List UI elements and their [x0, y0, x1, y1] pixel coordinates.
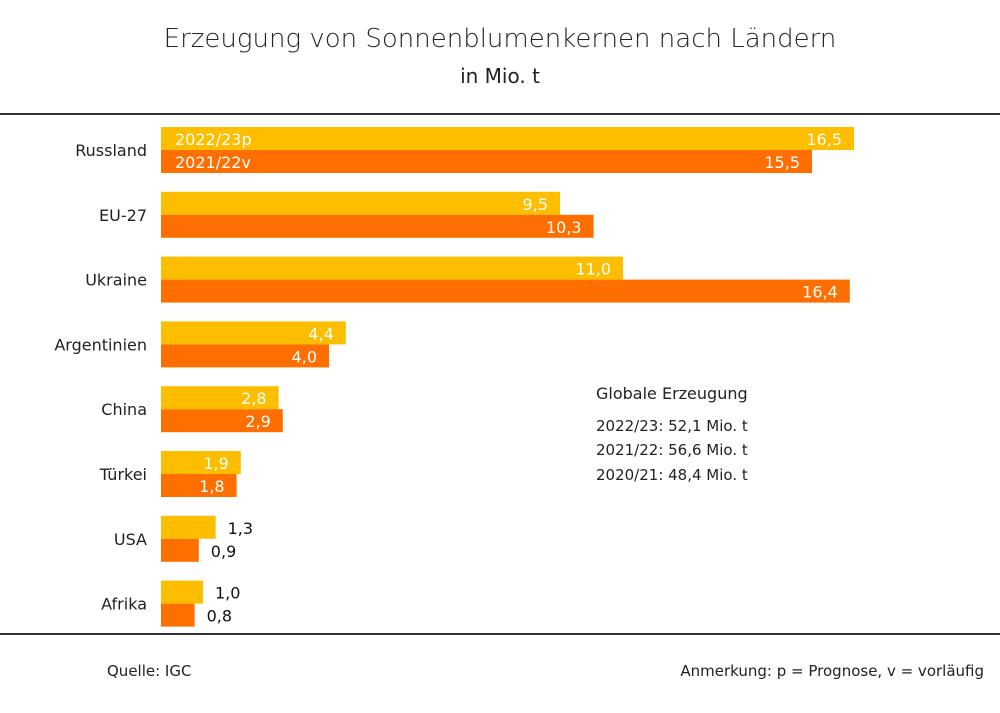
bottom-rule	[0, 633, 1000, 635]
bar	[161, 214, 594, 238]
category-label: USA	[114, 530, 147, 549]
data-label: 15,5	[764, 153, 800, 172]
data-label: 11,0	[575, 260, 611, 279]
data-label: 4,0	[292, 347, 317, 366]
bar	[161, 538, 199, 562]
data-label: 9,5	[523, 195, 548, 214]
category-label: China	[101, 400, 147, 419]
bar	[161, 127, 854, 150]
bar	[161, 515, 216, 539]
data-label: 10,3	[546, 218, 582, 237]
category-label: Afrika	[101, 595, 147, 614]
bar	[161, 603, 195, 627]
data-label: 1,9	[203, 454, 228, 473]
bar	[161, 279, 850, 303]
data-label: 4,4	[308, 324, 333, 343]
bar	[161, 321, 346, 345]
data-label: 16,4	[802, 283, 838, 302]
category-label: EU-27	[99, 206, 147, 225]
bar	[161, 409, 283, 433]
data-label: 16,5	[806, 130, 842, 149]
category-label: Russland	[75, 141, 147, 160]
category-label: Argentinien	[54, 335, 147, 354]
annotation-line: 2021/22: 56,6 Mio. t	[596, 441, 748, 459]
legend-label: 2022/23p	[175, 130, 252, 149]
bar	[161, 580, 203, 604]
annotation-line: 2022/23: 52,1 Mio. t	[596, 417, 748, 435]
annotation-line: 2020/21: 48,4 Mio. t	[596, 466, 748, 484]
chart-title: Erzeugung von Sonnenblumenkernen nach Lä…	[163, 24, 837, 54]
data-label: 1,0	[215, 584, 240, 603]
bar	[161, 386, 279, 410]
annotation-heading: Globale Erzeugung	[596, 384, 748, 403]
source: Quelle: IGC	[107, 662, 192, 680]
bar	[161, 344, 329, 368]
data-label: 2,9	[245, 412, 270, 431]
bar	[161, 451, 241, 474]
data-label: 2,8	[241, 389, 266, 408]
bar	[161, 150, 812, 173]
legend-label: 2021/22v	[175, 153, 251, 172]
bar	[161, 256, 623, 280]
footnote: Anmerkung: p = Prognose, v = vorläufig	[680, 662, 984, 680]
top-rule	[0, 113, 1000, 115]
category-label: Ukraine	[85, 271, 147, 290]
bar	[161, 191, 560, 215]
data-label: 1,8	[199, 477, 224, 496]
chart-subtitle: in Mio. t	[460, 64, 540, 88]
category-label: Türkei	[99, 465, 147, 484]
data-label: 1,3	[228, 519, 253, 538]
bar	[161, 474, 237, 497]
data-label: 0,9	[211, 542, 236, 561]
data-label: 0,8	[207, 607, 232, 626]
